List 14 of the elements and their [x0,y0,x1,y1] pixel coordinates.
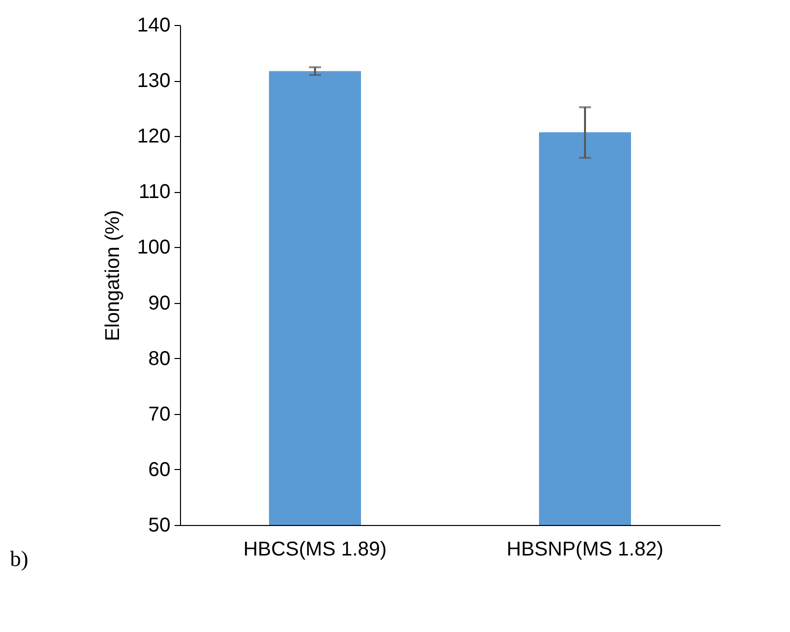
text: b) [10,546,28,571]
y-tick-label: 50 [148,514,170,536]
y-tick-label: 110 [138,181,170,204]
x-tick-label: HBSNP(MS 1.82) [506,538,664,560]
y-tick-label: 120 [137,126,170,148]
y-tick-label: 70 [148,403,170,426]
y-axis-title: Elongation (%) [102,210,124,342]
y-tick-label: 130 [137,70,170,92]
y-tick-label: 100 [137,236,170,259]
y-tick-label: 80 [148,348,170,370]
y-tick-label: 140 [137,14,170,36]
y-tick-label: 90 [148,292,170,314]
x-tick-label: HBCS(MS 1.89) [243,538,387,560]
y-tick-label: 60 [148,458,170,481]
